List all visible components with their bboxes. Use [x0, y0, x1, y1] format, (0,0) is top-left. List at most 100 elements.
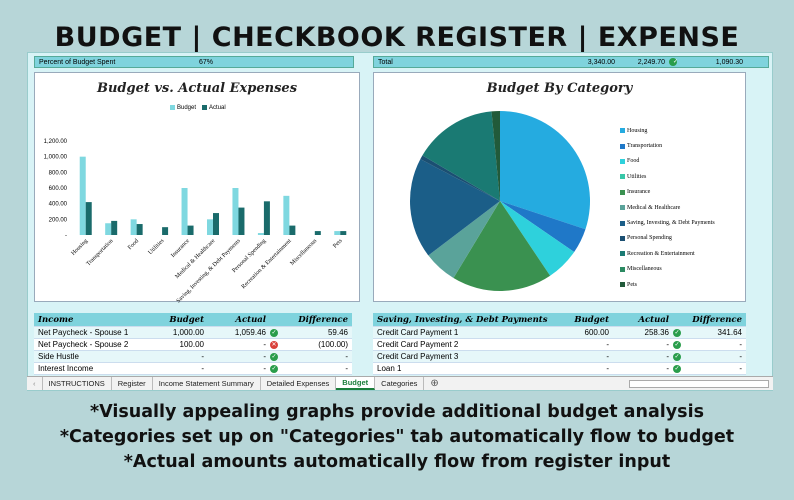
- difference-cell: 59.46: [327, 328, 348, 337]
- row-label: Interest Income: [38, 364, 94, 373]
- table-row[interactable]: Side Hustle - - ✓ -: [34, 351, 352, 363]
- header-income: Income: [38, 314, 74, 325]
- actual-cell: 1,059.46: [234, 328, 266, 337]
- income-header: Income Budget Actual Difference: [34, 313, 352, 327]
- pie-legend-item: Housing: [620, 123, 715, 138]
- bar-budget: [283, 195, 290, 235]
- tab-register[interactable]: Register: [112, 377, 153, 390]
- difference-cell: (100.00): [318, 340, 348, 349]
- tab-categories[interactable]: Categories: [375, 377, 425, 390]
- table-row[interactable]: Credit Card Payment 2- - ✓ -: [373, 339, 746, 351]
- horizontal-scrollbar[interactable]: [629, 379, 769, 388]
- bar-chart-legend: Budget Actual: [170, 105, 226, 111]
- bar-budget: [257, 233, 264, 235]
- total-budget: 3,340.00: [587, 58, 615, 66]
- pie-legend-item: Recreation & Entertainment: [620, 246, 715, 261]
- header-budget: Budget: [169, 314, 204, 325]
- bar-actual: [340, 231, 347, 235]
- pie-slice: [422, 111, 500, 201]
- bar-budget: [105, 223, 112, 235]
- tab-detailed-expenses[interactable]: Detailed Expenses: [261, 377, 337, 390]
- income-table: Income Budget Actual Difference Net Payc…: [34, 313, 352, 375]
- bar-chart-panel[interactable]: Budget vs. Actual Expenses Budget Actual…: [34, 72, 360, 303]
- x-icon: ✕: [270, 340, 278, 349]
- legend-budget: Budget: [170, 105, 196, 111]
- pie-legend-item: Medical & Healthcare: [620, 200, 715, 215]
- row-label: Credit Card Payment 1: [377, 328, 459, 337]
- table-row[interactable]: Credit Card Payment 3- - ✓ -: [373, 351, 746, 363]
- bar-actual: [314, 231, 321, 235]
- actual-cell: -: [666, 364, 669, 373]
- pie-legend-item: Insurance: [620, 185, 715, 200]
- bar-budget: [181, 188, 188, 235]
- bullet-3: *Actual amounts automatically flow from …: [123, 452, 671, 472]
- difference-cell: -: [345, 352, 348, 361]
- x-tick-label: Recreation & Entertainment: [241, 238, 293, 290]
- total-actual: 2,249.70: [637, 58, 665, 66]
- difference-cell: -: [739, 364, 742, 373]
- check-icon: ✓: [270, 328, 278, 337]
- table-row[interactable]: Net Paycheck - Spouse 1 1,000.00 1,059.46 ✓…: [34, 327, 352, 339]
- y-tick-label: 400.00: [49, 202, 68, 208]
- add-sheet-icon[interactable]: ⊕: [430, 378, 439, 389]
- total-row: Total 3,340.00 2,249.70 ✓ 1,090.30: [373, 56, 769, 68]
- actual-cell: -: [263, 364, 266, 373]
- actual-cell: -: [263, 352, 266, 361]
- y-tick-label: 600.00: [49, 186, 68, 192]
- row-label: Side Hustle: [38, 352, 79, 361]
- sheet-tab-bar: ‹ INSTRUCTIONS Register Income Statement S…: [27, 376, 773, 390]
- percent-spent-value: 67%: [199, 58, 214, 66]
- tab-scroll-left[interactable]: ‹: [27, 377, 43, 390]
- pie-slice: [500, 201, 575, 276]
- row-label: Loan 1: [377, 364, 402, 373]
- pie-legend-item: Transportation: [620, 138, 715, 153]
- x-tick-label: Insurance: [170, 238, 191, 259]
- check-icon: ✓: [673, 364, 681, 373]
- pie-chart-panel[interactable]: Budget By Category Housing Transportation…: [373, 72, 746, 302]
- x-tick-label: Utilities: [148, 238, 166, 256]
- bar-actual: [85, 202, 92, 235]
- tab-instructions[interactable]: INSTRUCTIONS: [43, 377, 112, 390]
- feature-bullets: *Visually appealing graphs provide addit…: [0, 400, 794, 475]
- saving-table: Saving, Investing, & Debt Payments Budge…: [373, 313, 746, 375]
- budget-cell: -: [606, 364, 609, 373]
- check-icon: ✓: [270, 352, 278, 361]
- difference-cell: -: [739, 340, 742, 349]
- y-tick-label: -: [65, 233, 67, 239]
- bar-budget: [207, 219, 213, 235]
- actual-cell: -: [666, 352, 669, 361]
- x-tick-label: Transportation: [86, 238, 115, 267]
- bar-actual: [187, 225, 194, 235]
- legend-actual: Actual: [202, 105, 226, 111]
- tab-income-statement-summary[interactable]: Income Statement Summary: [153, 377, 261, 390]
- check-icon: ✓: [270, 364, 278, 373]
- table-row[interactable]: Credit Card Payment 1 600.00 258.36 ✓ 341.64: [373, 327, 746, 339]
- pie-slice: [420, 155, 500, 201]
- pie-legend: Housing Transportation Food Utilities Insura…: [620, 123, 715, 292]
- header-actual: Actual: [235, 314, 266, 325]
- budget-cell: 1,000.00: [172, 328, 204, 337]
- bar-actual: [238, 207, 245, 235]
- tab-budget[interactable]: Budget: [336, 377, 376, 390]
- pie-slice: [428, 201, 500, 279]
- table-row[interactable]: Net Paycheck - Spouse 2 100.00 - ✕ (100.00): [34, 339, 352, 351]
- spreadsheet-area[interactable]: Percent of Budget Spent 67% Total 3,340.…: [27, 52, 773, 391]
- bullet-1: *Visually appealing graphs provide addit…: [89, 402, 704, 422]
- pie-slice: [453, 201, 551, 291]
- actual-cell: 258.36: [644, 328, 669, 337]
- y-tick-label: 1,000.00: [44, 155, 68, 161]
- saving-header: Saving, Investing, & Debt Payments Budge…: [373, 313, 746, 327]
- difference-cell: -: [739, 352, 742, 361]
- difference-cell: 341.64: [717, 328, 742, 337]
- table-row[interactable]: Loan 1- - ✓ -: [373, 363, 746, 375]
- header-difference: Difference: [692, 314, 742, 325]
- pie-chart: [410, 111, 590, 291]
- header-actual: Actual: [638, 314, 669, 325]
- x-tick-label: Housing: [71, 238, 90, 257]
- table-row[interactable]: Interest Income - - ✓ -: [34, 363, 352, 375]
- bar-actual: [162, 227, 169, 235]
- row-label: Credit Card Payment 2: [377, 340, 459, 349]
- bar-budget: [130, 219, 137, 235]
- pie-slice: [410, 159, 500, 256]
- y-tick-label: 1,200.00: [44, 139, 68, 145]
